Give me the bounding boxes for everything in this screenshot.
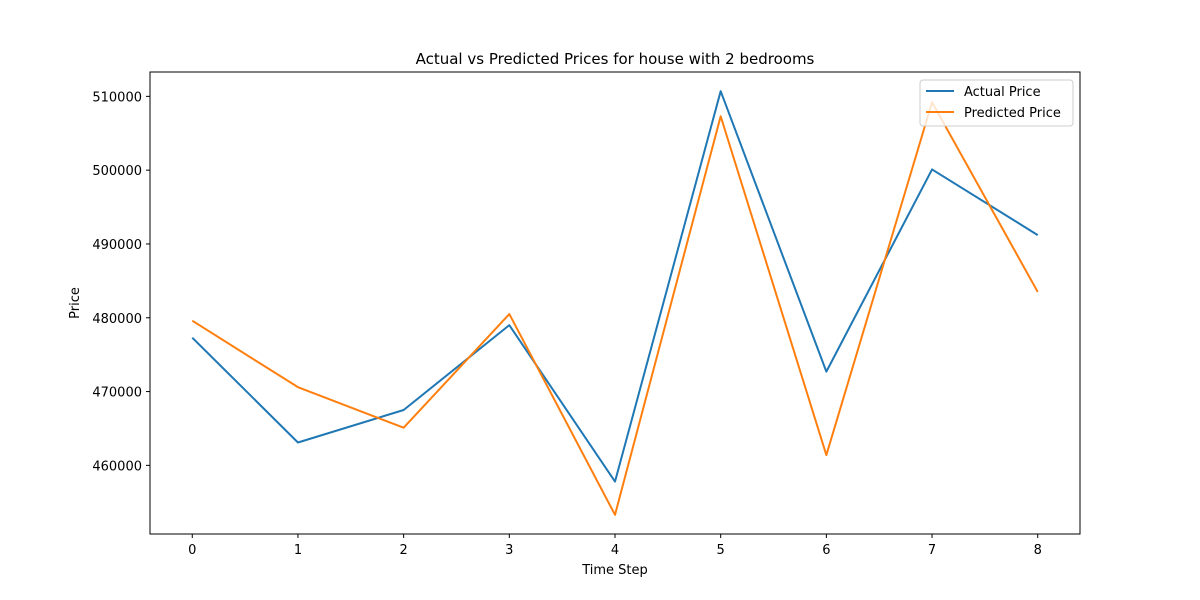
- legend-box: [919, 79, 1074, 127]
- y-axis-label: Price: [68, 287, 83, 319]
- x-tick-label: 2: [399, 543, 407, 558]
- legend-label-actual: Actual Price: [964, 85, 1041, 100]
- y-tick-label: 500000: [92, 164, 142, 179]
- y-tick-label: 470000: [92, 386, 142, 401]
- x-tick-label: 1: [294, 543, 302, 558]
- x-tick-label: 5: [717, 543, 725, 558]
- x-tick-label: 4: [611, 543, 619, 558]
- x-tick-label: 6: [822, 543, 830, 558]
- x-tick-label: 8: [1034, 543, 1042, 558]
- y-tick-label: 490000: [92, 238, 142, 253]
- plot-frame: [149, 71, 1081, 535]
- series-line-actual: [191, 90, 1039, 483]
- y-tick-label: 480000: [92, 312, 142, 327]
- x-tick-label: 3: [505, 543, 513, 558]
- x-tick-label: 0: [188, 543, 196, 558]
- x-tick-label: 7: [928, 543, 936, 558]
- x-axis-label: Time Step: [581, 563, 648, 578]
- chart-title: Actual vs Predicted Prices for house wit…: [416, 50, 815, 68]
- y-tick-label: 460000: [92, 459, 142, 474]
- series-line-predicted: [191, 101, 1039, 516]
- legend: Actual Price Predicted Price: [919, 79, 1074, 127]
- legend-label-predicted: Predicted Price: [964, 106, 1061, 121]
- y-tick-label: 510000: [92, 90, 142, 105]
- plot-area: 0 1 2 3 4 5 6 7 8 460000 470000 480000 490000 500000 5…: [92, 90, 1042, 558]
